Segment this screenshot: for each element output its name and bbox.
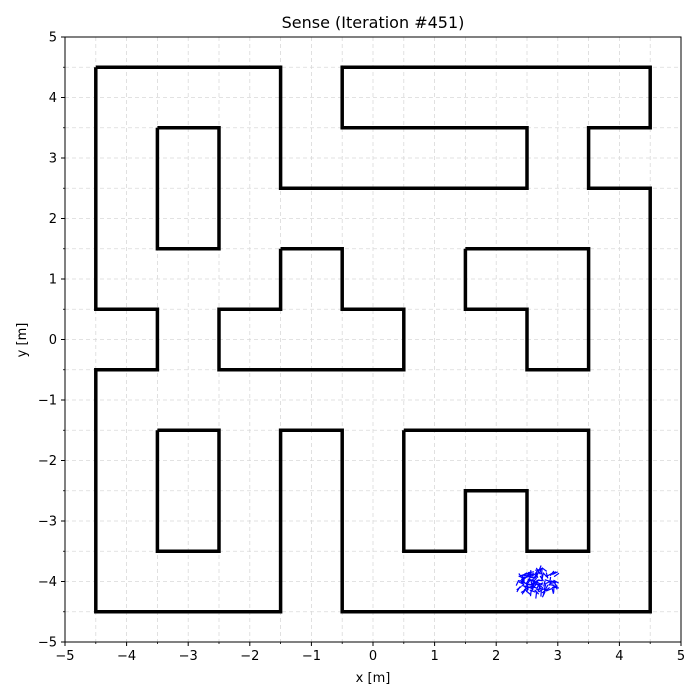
particle — [523, 585, 529, 591]
particle — [532, 571, 538, 577]
x-tick-label: −1 — [302, 649, 321, 664]
axis-ticks: −5−5 −4 −4 −3 −3 −2 −2 −1 −1 0 0 1 1 2 2 3 3 4 4 5 5 — [38, 31, 685, 665]
particle — [521, 576, 524, 584]
particle — [525, 580, 531, 586]
wall-segment — [217, 247, 406, 372]
y-axis-label: y [m] — [15, 323, 30, 358]
particle — [543, 584, 547, 591]
particle — [536, 588, 543, 591]
y-tick-label: −5 — [38, 636, 57, 651]
wall-segment — [94, 65, 652, 614]
particle — [553, 572, 560, 578]
particle — [553, 579, 559, 584]
x-tick-label: 2 — [492, 649, 500, 664]
particle — [518, 573, 523, 579]
wall-segment — [155, 126, 221, 251]
y-tick-label: 2 — [49, 212, 57, 227]
particle — [545, 588, 552, 592]
particle — [536, 583, 540, 591]
particle — [532, 580, 539, 585]
y-tick-label: −1 — [38, 394, 57, 409]
particle — [523, 572, 531, 575]
particle — [522, 575, 529, 581]
y-tick-label: 3 — [49, 152, 57, 167]
particle — [550, 571, 557, 575]
y-tick-label: −4 — [38, 575, 57, 590]
particle — [541, 572, 544, 579]
wall-segment — [155, 428, 221, 554]
x-tick-label: 3 — [554, 649, 562, 664]
y-tick-label: 1 — [49, 273, 57, 288]
particle — [538, 588, 545, 593]
particle — [529, 589, 536, 593]
x-tick-label: 4 — [615, 649, 623, 664]
particle-cloud — [515, 565, 560, 599]
particle — [541, 588, 548, 594]
x-tick-label: −3 — [179, 649, 198, 664]
particle — [516, 586, 521, 593]
particle — [529, 583, 536, 586]
particle — [515, 579, 520, 586]
x-tick-label: −4 — [117, 649, 136, 664]
x-axis-label: x [m] — [356, 671, 391, 686]
particle — [521, 575, 525, 582]
y-tick-label: −2 — [38, 454, 57, 469]
particle — [533, 581, 538, 588]
x-tick-label: −2 — [240, 649, 259, 664]
particle — [552, 571, 558, 576]
particle — [534, 572, 540, 579]
particle — [551, 587, 555, 594]
wall-segment — [402, 428, 591, 554]
particle — [525, 590, 532, 596]
wall-segment — [463, 247, 591, 372]
particle — [526, 583, 529, 590]
particle — [534, 589, 540, 595]
particle — [538, 583, 544, 589]
chart-title: Sense (Iteration #451) — [282, 13, 465, 32]
x-tick-label: 0 — [369, 649, 377, 664]
particle — [545, 573, 552, 578]
particle — [550, 581, 557, 585]
y-tick-label: −3 — [38, 515, 57, 530]
maze-walls — [94, 65, 652, 614]
x-tick-label: −5 — [55, 649, 74, 664]
y-tick-label: 4 — [49, 91, 57, 106]
y-tick-label: 5 — [49, 31, 57, 46]
y-tick-label: 0 — [49, 333, 57, 348]
particle — [527, 578, 534, 581]
particle — [540, 568, 543, 575]
particle — [541, 567, 548, 572]
x-tick-label: 5 — [677, 649, 685, 664]
particle — [527, 576, 534, 578]
particle — [543, 580, 546, 587]
particle — [518, 581, 525, 586]
particle — [535, 592, 538, 599]
particle — [529, 579, 536, 582]
x-tick-label: 1 — [430, 649, 438, 664]
particle — [521, 588, 526, 595]
